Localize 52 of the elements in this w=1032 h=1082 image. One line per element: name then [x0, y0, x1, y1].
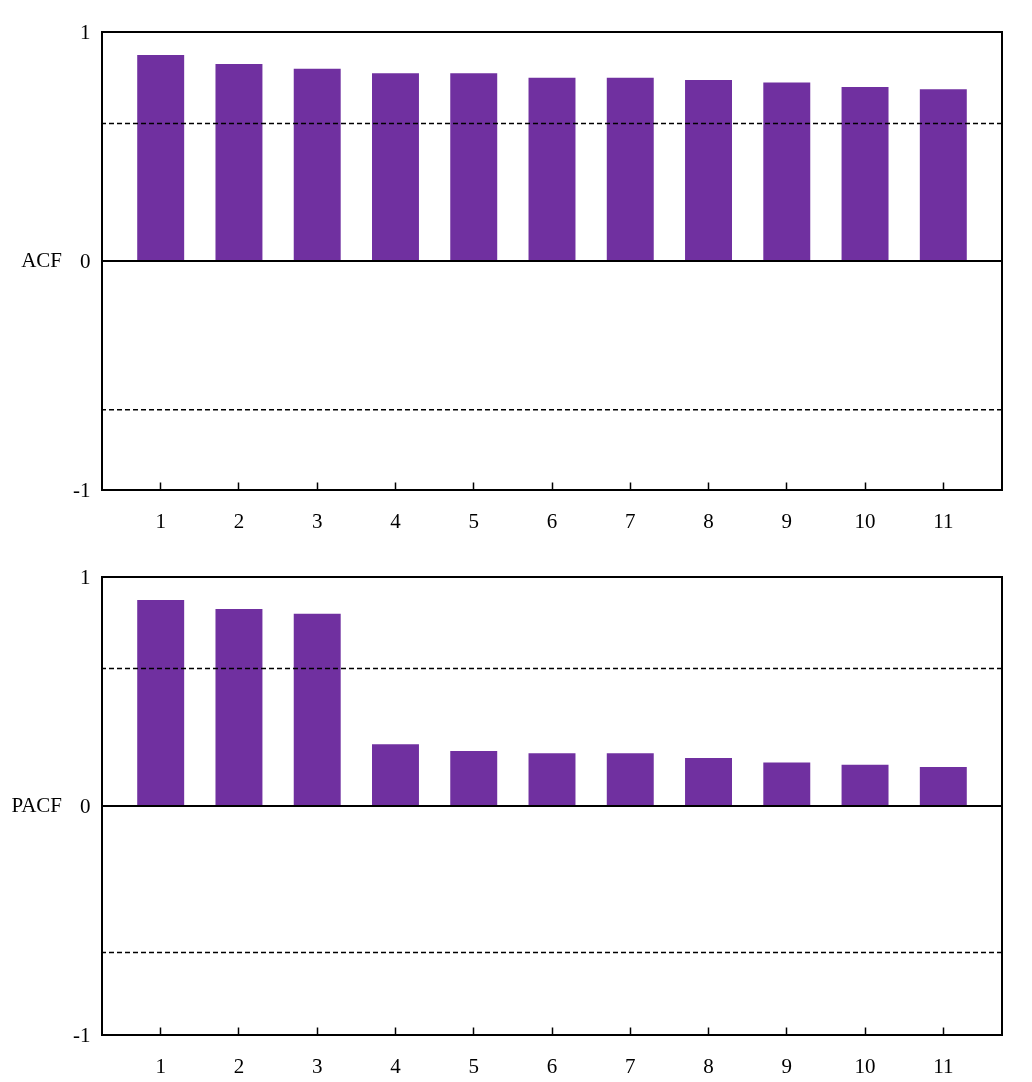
- bar: [372, 744, 419, 806]
- y-axis-title: PACF: [11, 793, 62, 817]
- bar: [450, 73, 498, 261]
- y-tick-label: -1: [73, 1022, 91, 1047]
- x-tick-label: 8: [703, 1053, 714, 1078]
- x-tick-label: 1: [155, 508, 166, 533]
- x-tick-label: 7: [625, 508, 636, 533]
- bar: [450, 751, 498, 806]
- bar: [528, 753, 576, 806]
- x-tick-label: 11: [933, 1053, 954, 1078]
- y-tick-label: 0: [80, 248, 91, 273]
- x-tick-label: 2: [233, 508, 245, 533]
- y-tick-label: 1: [80, 564, 91, 589]
- x-tick-label: 7: [625, 1053, 636, 1078]
- bar: [919, 89, 967, 261]
- bar: [685, 80, 732, 261]
- bar: [372, 73, 419, 261]
- x-tick-label: 10: [854, 1053, 876, 1078]
- bar: [841, 764, 889, 806]
- x-tick-label: 5: [468, 508, 479, 533]
- bar: [137, 54, 185, 261]
- y-tick-label: 0: [80, 793, 91, 818]
- x-tick-label: 6: [546, 1053, 558, 1078]
- x-tick-label: 4: [390, 1053, 402, 1078]
- x-tick-label: 10: [854, 508, 876, 533]
- bar: [528, 77, 576, 261]
- bar: [606, 77, 654, 261]
- x-tick-label: 5: [468, 1053, 479, 1078]
- bar: [215, 609, 263, 806]
- bar: [293, 613, 341, 806]
- x-tick-label: 4: [390, 508, 402, 533]
- bar: [763, 82, 811, 261]
- y-tick-label: -1: [73, 477, 91, 502]
- bar: [606, 753, 654, 806]
- x-tick-label: 9: [781, 1053, 793, 1078]
- x-tick-label: 8: [703, 508, 714, 533]
- bar: [919, 767, 967, 806]
- x-tick-label: 6: [546, 508, 558, 533]
- y-axis-title: ACF: [21, 248, 62, 272]
- x-tick-label: 11: [933, 508, 954, 533]
- x-tick-label: 9: [781, 508, 793, 533]
- x-tick-label: 1: [155, 1053, 166, 1078]
- x-tick-label: 3: [311, 1053, 323, 1078]
- bar: [293, 68, 341, 261]
- bar: [685, 757, 732, 806]
- bar: [841, 86, 889, 261]
- x-tick-label: 3: [311, 508, 323, 533]
- bar: [215, 64, 263, 261]
- bar: [763, 762, 811, 806]
- x-tick-label: 2: [233, 1053, 245, 1078]
- y-tick-label: 1: [80, 19, 91, 44]
- bar: [137, 599, 185, 806]
